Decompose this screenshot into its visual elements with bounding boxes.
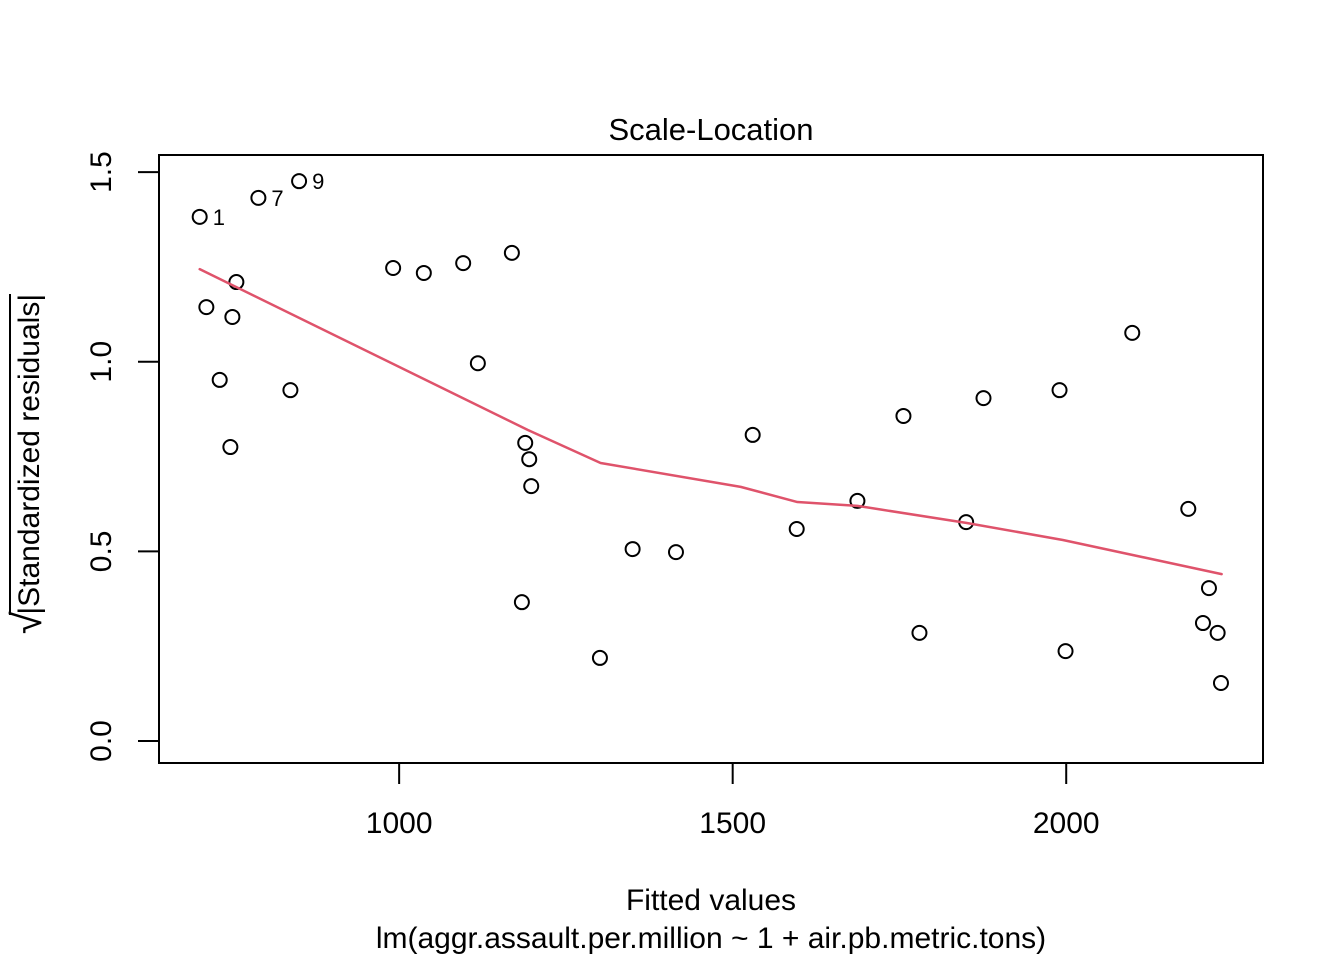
data-point — [282, 382, 299, 399]
data-point — [1180, 500, 1197, 517]
data-point — [788, 520, 805, 537]
x-axis-tick-label: 1000 — [366, 807, 433, 840]
data-point — [513, 594, 530, 611]
point-id-label: 9 — [312, 169, 324, 194]
x-axis-tick-label: 2000 — [1033, 807, 1100, 840]
data-point — [224, 308, 241, 325]
data-point — [385, 260, 402, 277]
data-point — [591, 649, 608, 666]
point-id-label: 1 — [213, 205, 225, 230]
x-axis-label: Fitted values — [625, 884, 797, 917]
data-point — [455, 255, 472, 272]
y-axis-tick-label: 0.5 — [85, 530, 118, 572]
data-point — [849, 492, 866, 509]
x-axis-tick-label: 1500 — [699, 807, 766, 840]
y-axis-tick-label: 0.0 — [85, 720, 118, 762]
data-point — [198, 299, 215, 316]
plot-box — [158, 154, 1264, 764]
data-point — [1209, 624, 1226, 641]
smoother-line — [198, 267, 1223, 576]
data-point — [521, 451, 538, 468]
y-axis-tick-label: 1.0 — [85, 341, 118, 383]
data-point — [911, 624, 928, 641]
data-point — [211, 371, 228, 388]
data-point — [228, 274, 245, 291]
point-id-label: 7 — [271, 186, 283, 211]
data-point — [291, 173, 308, 190]
model-formula-label: lm(aggr.assault.per.million ~ 1 + air.pb… — [375, 922, 1047, 955]
data-point — [1200, 580, 1217, 597]
data-point — [1212, 674, 1229, 691]
y-axis-tick-label: 1.5 — [85, 151, 118, 193]
plot-title: Scale-Location — [608, 112, 814, 147]
data-point — [250, 189, 267, 206]
data-point — [1051, 382, 1068, 399]
data-point — [415, 264, 432, 281]
data-point — [523, 478, 540, 495]
data-point — [517, 434, 534, 451]
data-point — [1194, 615, 1211, 632]
data-point — [222, 439, 239, 456]
data-point — [624, 541, 641, 558]
data-point — [191, 208, 208, 225]
data-point — [975, 390, 992, 407]
data-point — [744, 426, 761, 443]
data-point — [895, 407, 912, 424]
data-point — [469, 355, 486, 372]
data-point — [1124, 324, 1141, 341]
data-point — [503, 244, 520, 261]
data-point — [667, 544, 684, 561]
data-point — [1057, 643, 1074, 660]
